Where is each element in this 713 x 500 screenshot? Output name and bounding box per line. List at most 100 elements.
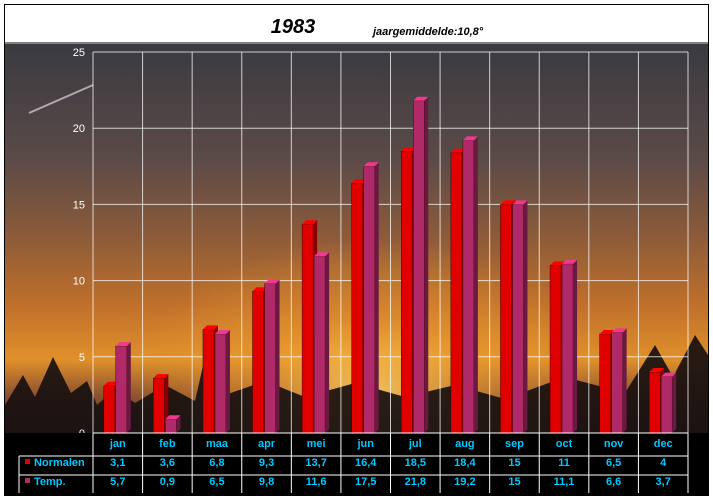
bar-face xyxy=(660,376,673,434)
data-label: 21,8 xyxy=(405,476,426,488)
data-label: 6,6 xyxy=(606,476,621,488)
bar-side xyxy=(374,162,379,434)
table-background xyxy=(5,433,708,495)
bar-face xyxy=(450,152,463,434)
bar-face xyxy=(351,182,363,434)
chart-svg: 1983 jaargemiddelde:10,8° 0510152025 jan… xyxy=(5,16,708,495)
bar-side xyxy=(126,342,131,433)
bar-top xyxy=(413,96,429,101)
data-label: 15 xyxy=(508,476,520,488)
bar-top xyxy=(562,259,578,264)
y-tick-label: 25 xyxy=(73,47,85,59)
bar-face xyxy=(413,100,425,434)
legend-label-temp: Temp. xyxy=(34,476,66,488)
legend-swatch-temp xyxy=(25,478,30,483)
bar-temp-oct xyxy=(561,259,578,434)
data-label: 18,4 xyxy=(454,457,476,469)
bar-top xyxy=(115,342,131,347)
bar-face xyxy=(648,371,661,434)
bar-top xyxy=(302,220,318,225)
bar-side xyxy=(275,279,280,433)
bar-temp-jun xyxy=(363,162,379,434)
data-label: 11,1 xyxy=(554,476,575,488)
bar-top xyxy=(214,329,230,334)
data-label: 3,6 xyxy=(160,457,175,469)
data-label: 5,7 xyxy=(110,476,125,488)
bar-top xyxy=(264,279,280,284)
bar-temp-dec xyxy=(660,372,677,434)
bar-side xyxy=(225,329,230,433)
data-label: 6,5 xyxy=(209,476,224,488)
bar-top xyxy=(202,325,218,330)
data-label: 6,8 xyxy=(209,457,224,469)
bar-temp-mei xyxy=(313,252,330,434)
bar-side xyxy=(473,136,478,433)
y-tick-label: 10 xyxy=(73,276,85,288)
data-table: jan feb maa apr mei jun jul aug sep oct nov dec Norm… xyxy=(5,432,708,495)
bar-face xyxy=(500,204,512,434)
y-tick-label: 5 xyxy=(79,352,85,364)
bar-top xyxy=(351,179,367,184)
bar-top xyxy=(550,261,566,266)
bar-face xyxy=(363,166,375,434)
bar-face xyxy=(401,150,413,434)
x-tick-label: feb xyxy=(159,438,176,450)
data-label: 19,2 xyxy=(454,476,475,488)
bar-side xyxy=(672,372,677,433)
chart-title: 1983 xyxy=(271,16,316,38)
legend-label-normalen: Normalen xyxy=(34,457,85,469)
x-tick-label: maa xyxy=(206,438,229,450)
data-label: 3,7 xyxy=(656,476,671,488)
bar-side xyxy=(622,328,627,433)
bar-top xyxy=(153,374,169,379)
x-tick-label: jul xyxy=(408,438,422,450)
bar-top xyxy=(611,328,627,333)
bar-top xyxy=(462,136,478,141)
bar-face xyxy=(462,140,475,434)
bar-side xyxy=(325,252,330,433)
bar-face xyxy=(264,283,276,434)
bar-face xyxy=(115,345,128,434)
data-label: 9,8 xyxy=(259,476,274,488)
bar-top xyxy=(450,148,466,153)
bar-side xyxy=(176,415,181,433)
bar-face xyxy=(549,265,562,434)
x-tick-label: sep xyxy=(505,438,524,450)
bar-top xyxy=(252,287,268,292)
legend-swatch-normalen xyxy=(25,459,30,464)
data-label: 13,7 xyxy=(305,457,326,469)
bar-face xyxy=(214,333,227,434)
data-label: 17,5 xyxy=(355,476,376,488)
bar-top xyxy=(512,200,528,205)
data-label: 18,5 xyxy=(405,457,426,469)
bar-face xyxy=(313,255,326,434)
bar-face xyxy=(103,385,116,434)
bar-face xyxy=(561,263,574,434)
chart-grid xyxy=(92,51,689,434)
bar-temp-sep xyxy=(512,200,528,434)
bar-temp-nov xyxy=(611,328,627,434)
data-label: 6,5 xyxy=(606,457,621,469)
bar-top xyxy=(500,200,516,205)
bar-temp-maa xyxy=(214,329,230,434)
bar-face xyxy=(301,223,314,434)
bar-face xyxy=(599,333,611,434)
data-label: 11 xyxy=(558,457,570,469)
bar-temp-jul xyxy=(413,96,429,434)
x-tick-label: jan xyxy=(109,438,126,450)
bar-top xyxy=(649,368,665,373)
bar-top xyxy=(599,329,615,334)
x-tick-label: mei xyxy=(307,438,326,450)
bar-face xyxy=(611,332,623,434)
bar-face xyxy=(153,377,165,434)
bar-face xyxy=(165,419,177,434)
bar-top xyxy=(661,372,677,377)
bar-top xyxy=(314,252,330,257)
data-label: 16,4 xyxy=(355,457,377,469)
chart-subtitle: jaargemiddelde:10,8° xyxy=(371,26,484,38)
x-tick-label: oct xyxy=(556,438,573,450)
chart-frame: 1983 jaargemiddelde:10,8° 0510152025 jan… xyxy=(4,4,709,496)
bar-side xyxy=(424,96,429,433)
data-label: 0,9 xyxy=(160,476,175,488)
x-tick-label: dec xyxy=(654,438,673,450)
